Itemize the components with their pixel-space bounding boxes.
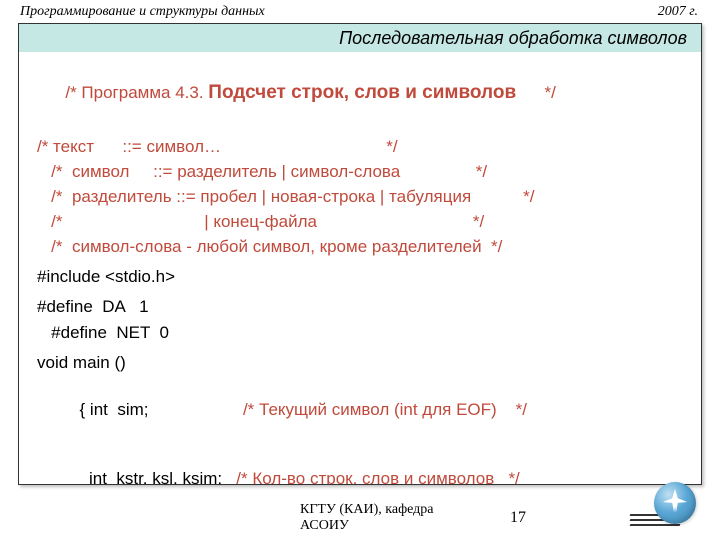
slide-content: /* Программа 4.3. Подсчет строк, слов и … (19, 52, 701, 485)
define-line: #define NET 0 (37, 322, 683, 344)
grammar-block: /* текст ::= символ… */ /* символ ::= ра… (37, 136, 683, 258)
plane-icon (660, 486, 690, 516)
content-frame: Последовательная обработка символов /* П… (18, 23, 702, 485)
define-line: #define DA 1 (37, 296, 683, 318)
main-line: void main () (37, 352, 683, 374)
logo-circle-icon (654, 482, 696, 524)
grammar-line: /* текст ::= символ… */ (37, 136, 683, 158)
program-header: /* Программа 4.3. Подсчет строк, слов и … (37, 59, 683, 128)
slide-header: Программирование и структуры данных 2007… (0, 0, 720, 20)
grammar-line: /* символ ::= разделитель | символ-слова… (37, 161, 683, 183)
slide-footer: КГТУ (КАИ), кафедра АСОИУ 17 (0, 502, 720, 534)
page-number: 17 (510, 509, 526, 527)
code-line: { int sim; /* Текущий символ (int для EO… (37, 377, 683, 443)
grammar-line: /* символ-слова - любой символ, кроме ра… (37, 236, 683, 258)
header-right: 2007 г. (658, 4, 698, 20)
footer-org: КГТУ (КАИ), кафедра АСОИУ (300, 502, 480, 534)
include-line: #include <stdio.h> (37, 266, 683, 288)
logo (636, 488, 696, 528)
title-bar: Последовательная обработка символов (19, 24, 701, 52)
header-left: Программирование и структуры данных (20, 4, 265, 20)
grammar-line: /* | конец-файла */ (37, 211, 683, 233)
code-line: int kstr, ksl, ksim; /* Кол-во строк, сл… (37, 446, 683, 485)
grammar-line: /* разделитель ::= пробел | новая-строка… (37, 186, 683, 208)
